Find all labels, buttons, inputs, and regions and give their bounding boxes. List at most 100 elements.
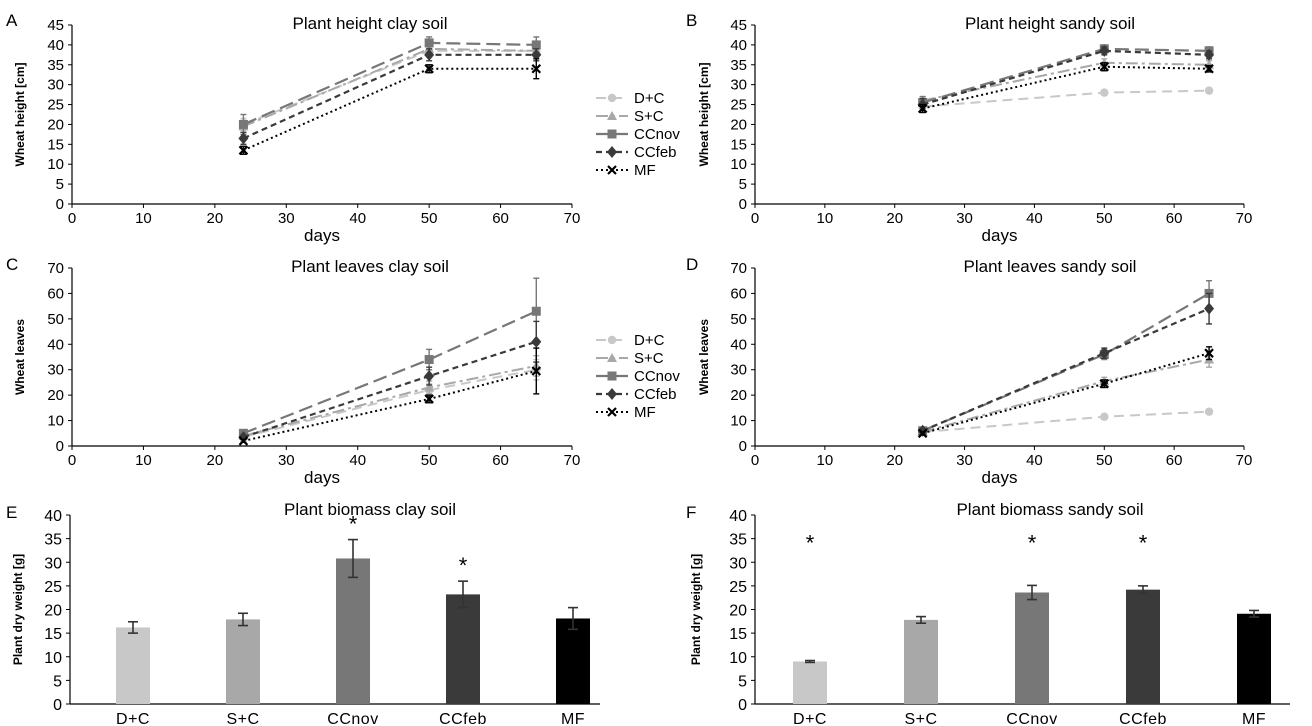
marker-diamond — [1204, 302, 1215, 315]
y-tick-label: 0 — [739, 438, 747, 455]
series-line — [243, 340, 537, 439]
x-tick-label: 30 — [278, 452, 295, 469]
marker-circle — [1100, 88, 1109, 97]
y-tick-label: 50 — [730, 311, 747, 328]
marker-diamond — [917, 424, 928, 437]
y-axis-label: Plant dry weight [g] — [11, 554, 25, 665]
y-tick-label: 60 — [730, 285, 747, 302]
x-tick-label: 30 — [956, 452, 973, 469]
series-CCfeb — [917, 44, 1215, 112]
marker-triangle — [607, 353, 617, 362]
series-line — [922, 49, 1210, 106]
marker-circle — [1204, 407, 1214, 416]
x-tick-label: 40 — [1026, 210, 1043, 227]
x-tick-label: 70 — [1236, 210, 1253, 227]
bar-CCfeb — [446, 594, 480, 704]
y-tick-label: 45 — [47, 17, 64, 34]
bar-S+C — [226, 619, 260, 704]
marker-x — [531, 63, 542, 74]
series-CCnov — [238, 277, 541, 438]
y-tick-label: 20 — [44, 603, 62, 620]
series-line — [922, 61, 1210, 102]
series-line — [243, 370, 537, 442]
y-tick-label: 20 — [730, 387, 747, 404]
marker-triangle — [607, 111, 617, 120]
series-MF — [917, 346, 1214, 439]
bar-MF — [1237, 613, 1271, 704]
category-label: CCfeb — [1119, 711, 1167, 726]
marker-x — [607, 165, 617, 175]
y-tick-label: 15 — [47, 136, 64, 153]
y-axis-label: Wheat leaves — [13, 319, 27, 395]
legend-label: CCfeb — [634, 144, 677, 161]
y-tick-label: 0 — [53, 697, 62, 714]
x-tick-label: 40 — [349, 210, 366, 227]
category-label: CCnov — [1006, 711, 1057, 726]
significance-marker: * — [806, 530, 815, 555]
legend-entry-S+C: S+C — [596, 108, 664, 125]
x-tick-label: 10 — [135, 452, 152, 469]
legend-label: MF — [634, 162, 656, 179]
y-tick-label: 40 — [729, 508, 747, 525]
y-tick-label: 25 — [47, 97, 64, 114]
x-tick-label: 0 — [68, 210, 76, 227]
legend-entry-MF: MF — [596, 404, 656, 421]
y-axis-label: Wheat height [cm] — [697, 62, 711, 166]
marker-square — [531, 40, 541, 50]
marker-diamond — [1204, 48, 1215, 61]
y-tick-label: 5 — [56, 176, 64, 193]
marker-x — [917, 428, 928, 439]
chart-panel-C: 0 10 20 30 40 50 60 70 0 10 20 30 40 50 60 70 C Plant lea… — [6, 255, 580, 487]
y-tick-label: 10 — [730, 413, 747, 430]
series-line — [922, 292, 1210, 432]
marker-x — [607, 407, 617, 417]
series-CCfeb — [238, 320, 542, 444]
y-tick-label: 15 — [729, 626, 747, 643]
marker-square — [238, 119, 248, 129]
x-tick-label: 50 — [1096, 452, 1113, 469]
y-tick-label: 40 — [730, 336, 747, 353]
y-tick-label: 35 — [44, 532, 62, 549]
category-label: CCnov — [327, 711, 378, 726]
marker-square — [607, 129, 617, 139]
y-tick-label: 10 — [729, 650, 747, 667]
chart-title: Plant biomass clay soil — [284, 500, 456, 519]
x-tick-label: 0 — [68, 452, 76, 469]
category-label: MF — [561, 711, 585, 726]
y-tick-label: 10 — [47, 156, 64, 173]
marker-square — [424, 355, 434, 365]
marker-diamond — [1099, 347, 1110, 360]
y-tick-label: 10 — [730, 156, 747, 173]
y-tick-label: 35 — [47, 57, 64, 74]
marker-square — [531, 306, 541, 316]
series-line — [242, 41, 537, 126]
series-MF — [238, 347, 542, 446]
significance-marker: * — [459, 553, 468, 578]
significance-marker: * — [1028, 530, 1037, 555]
category-label: D+C — [116, 711, 150, 726]
x-tick-label: 30 — [956, 210, 973, 227]
y-tick-label: 5 — [739, 176, 747, 193]
panel-letter: A — [6, 11, 18, 30]
y-tick-label: 70 — [47, 260, 64, 277]
y-tick-label: 0 — [56, 196, 64, 213]
y-tick-label: 30 — [730, 77, 747, 94]
y-tick-label: 30 — [44, 555, 62, 572]
y-tick-label: 40 — [47, 336, 64, 353]
y-axis-label: Plant dry weight [g] — [689, 554, 703, 665]
y-tick-label: 25 — [730, 97, 747, 114]
chart-panel-D: 0 10 20 30 40 50 60 70 0 10 20 30 40 50 60 70 D Plant lea… — [686, 255, 1252, 487]
y-tick-label: 35 — [729, 532, 747, 549]
chart-panel-E: 0 5 10 15 20 25 30 35 40 E Plant biomass clay soil… — [6, 500, 600, 726]
panel-letter: D — [686, 255, 698, 274]
series-MF — [917, 61, 1214, 114]
series-CCnov — [918, 280, 1214, 436]
legend-entry-MF: MF — [596, 162, 656, 179]
x-tick-label: 10 — [817, 452, 834, 469]
x-tick-label: 70 — [564, 452, 581, 469]
marker-diamond — [531, 48, 542, 61]
y-tick-label: 40 — [44, 508, 62, 525]
